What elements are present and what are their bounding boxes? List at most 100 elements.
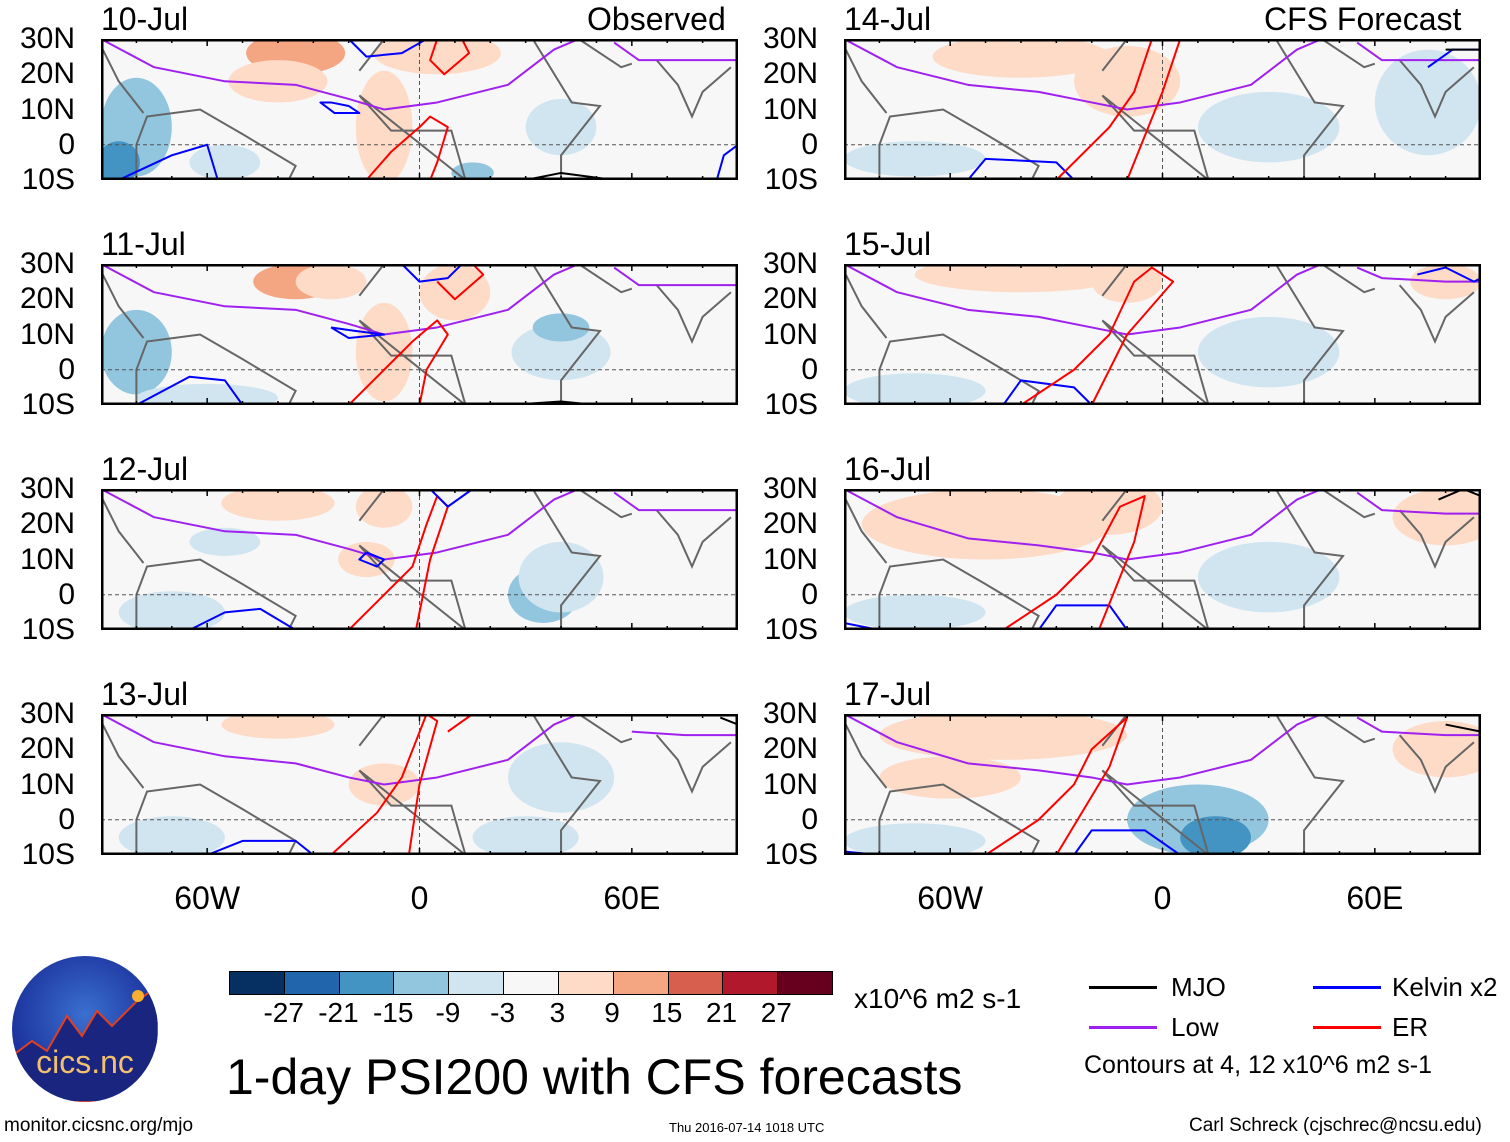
coastline [101, 489, 732, 630]
contour-note: Contours at 4, 12 x10^6 m2 s-1 [1084, 1051, 1433, 1079]
x-tick-label: 60E [603, 880, 661, 916]
panel-frame [844, 714, 1481, 855]
panel-frame [844, 39, 1481, 180]
legend-line-low [1089, 1026, 1157, 1029]
colorbar-swatch [339, 972, 395, 994]
y-tick-label: 10N [19, 317, 75, 351]
contour-er [365, 115, 449, 180]
colorbar-swatch [723, 972, 779, 994]
contour-low [1356, 41, 1481, 62]
panel-frame [101, 264, 738, 405]
y-tick-label: 10N [762, 92, 818, 126]
y-tick-label: 20N [762, 507, 818, 541]
anomaly-shading [355, 70, 413, 180]
coastline [358, 39, 602, 180]
anomaly-shading [221, 489, 335, 521]
contour-kelvin [206, 839, 314, 855]
x-tick-label: 0 [1153, 880, 1172, 916]
y-tick-label: 0 [58, 352, 75, 386]
map-panel [101, 714, 738, 855]
legend-label-er: ER [1392, 1012, 1429, 1042]
anomaly-shading [507, 742, 615, 813]
y-tick-label: 20N [19, 507, 75, 541]
coastline [358, 714, 602, 855]
colorbar-swatch [558, 972, 614, 994]
anomaly-shading [861, 489, 1110, 560]
contour-mjo [1445, 723, 1481, 733]
colorbar-label: -27 [263, 997, 304, 1028]
contour-er [447, 714, 474, 733]
contour-low [631, 730, 738, 737]
anomaly-shading [518, 541, 604, 613]
contour-low [844, 714, 1323, 786]
contour-low [613, 266, 738, 287]
anomaly-shading [879, 714, 1128, 760]
panel-date: 13-Jul [101, 676, 189, 712]
anomaly-shading [228, 60, 328, 103]
y-tick-label: 20N [19, 282, 75, 316]
source-url: monitor.cicsnc.org/mjo [4, 1115, 194, 1136]
colorbar-label: 21 [705, 997, 738, 1028]
contour-kelvin [135, 375, 244, 405]
colorbar-swatch [504, 972, 559, 994]
y-tick-label: 30N [19, 697, 75, 730]
cics-logo: cics.nc [12, 956, 158, 1102]
contour-low [844, 264, 1323, 336]
y-tick-label: 20N [762, 57, 818, 91]
coastline [844, 714, 1475, 855]
anomaly-shading [118, 591, 225, 630]
y-tick-label: 20N [19, 57, 75, 91]
legend-label-kelvin: Kelvin x2 [1392, 972, 1498, 1002]
contour-kelvin [118, 143, 219, 180]
anomaly-shading [472, 816, 579, 855]
anomaly-shading [914, 264, 1128, 293]
anomaly-shading [373, 39, 501, 75]
y-tick-label: 0 [58, 127, 75, 161]
y-tick-label: 0 [801, 127, 818, 161]
contour-er [348, 495, 449, 630]
credit: Carl Schreck (cjschrec@ncsu.edu) [1189, 1115, 1482, 1136]
colorbar-swatch [778, 972, 832, 994]
panel-frame [101, 489, 738, 630]
contour-er [429, 39, 471, 76]
anomaly-shading [419, 264, 491, 321]
anomaly-shading [118, 816, 225, 855]
map-panel [844, 39, 1481, 180]
coastline [844, 489, 1475, 630]
colorbar-label: -3 [490, 997, 516, 1028]
map-panel [101, 489, 738, 630]
panel-frame [101, 714, 738, 855]
contour-kelvin [189, 607, 297, 630]
panel-frame [844, 489, 1481, 630]
anomaly-shading [1074, 46, 1181, 117]
coastline [101, 264, 732, 405]
y-tick-label: 10S [764, 163, 818, 196]
contour-er [436, 264, 485, 301]
colorbar-swatch [668, 972, 724, 994]
coastline [1101, 39, 1345, 180]
panel-date: 16-Jul [844, 451, 932, 487]
panel-date: 10-Jul [101, 1, 189, 37]
contour-kelvin [1417, 266, 1481, 283]
y-tick-label: 20N [19, 732, 75, 766]
coastline [1101, 489, 1345, 630]
y-tick-label: 0 [58, 577, 75, 611]
forecast-title: CFS Forecast [1264, 1, 1462, 37]
legend-line-kelvin [1313, 986, 1381, 989]
map-panel [844, 714, 1481, 855]
contour-low [1356, 716, 1481, 737]
contour-low [101, 39, 580, 111]
panel-date: 11-Jul [101, 226, 186, 262]
anomaly-shading [1197, 316, 1340, 388]
y-tick-label: 0 [58, 802, 75, 836]
panel-date: 12-Jul [101, 451, 189, 487]
anomaly-shading [844, 594, 986, 630]
anomaly-shading [1197, 541, 1340, 613]
coastline [844, 39, 1475, 180]
coastline [1101, 714, 1345, 855]
anomaly-shading [189, 144, 261, 180]
coastline [101, 714, 732, 855]
colorbar-label: 15 [651, 997, 683, 1028]
map-panel [101, 39, 738, 180]
anomaly-shading [532, 313, 590, 342]
